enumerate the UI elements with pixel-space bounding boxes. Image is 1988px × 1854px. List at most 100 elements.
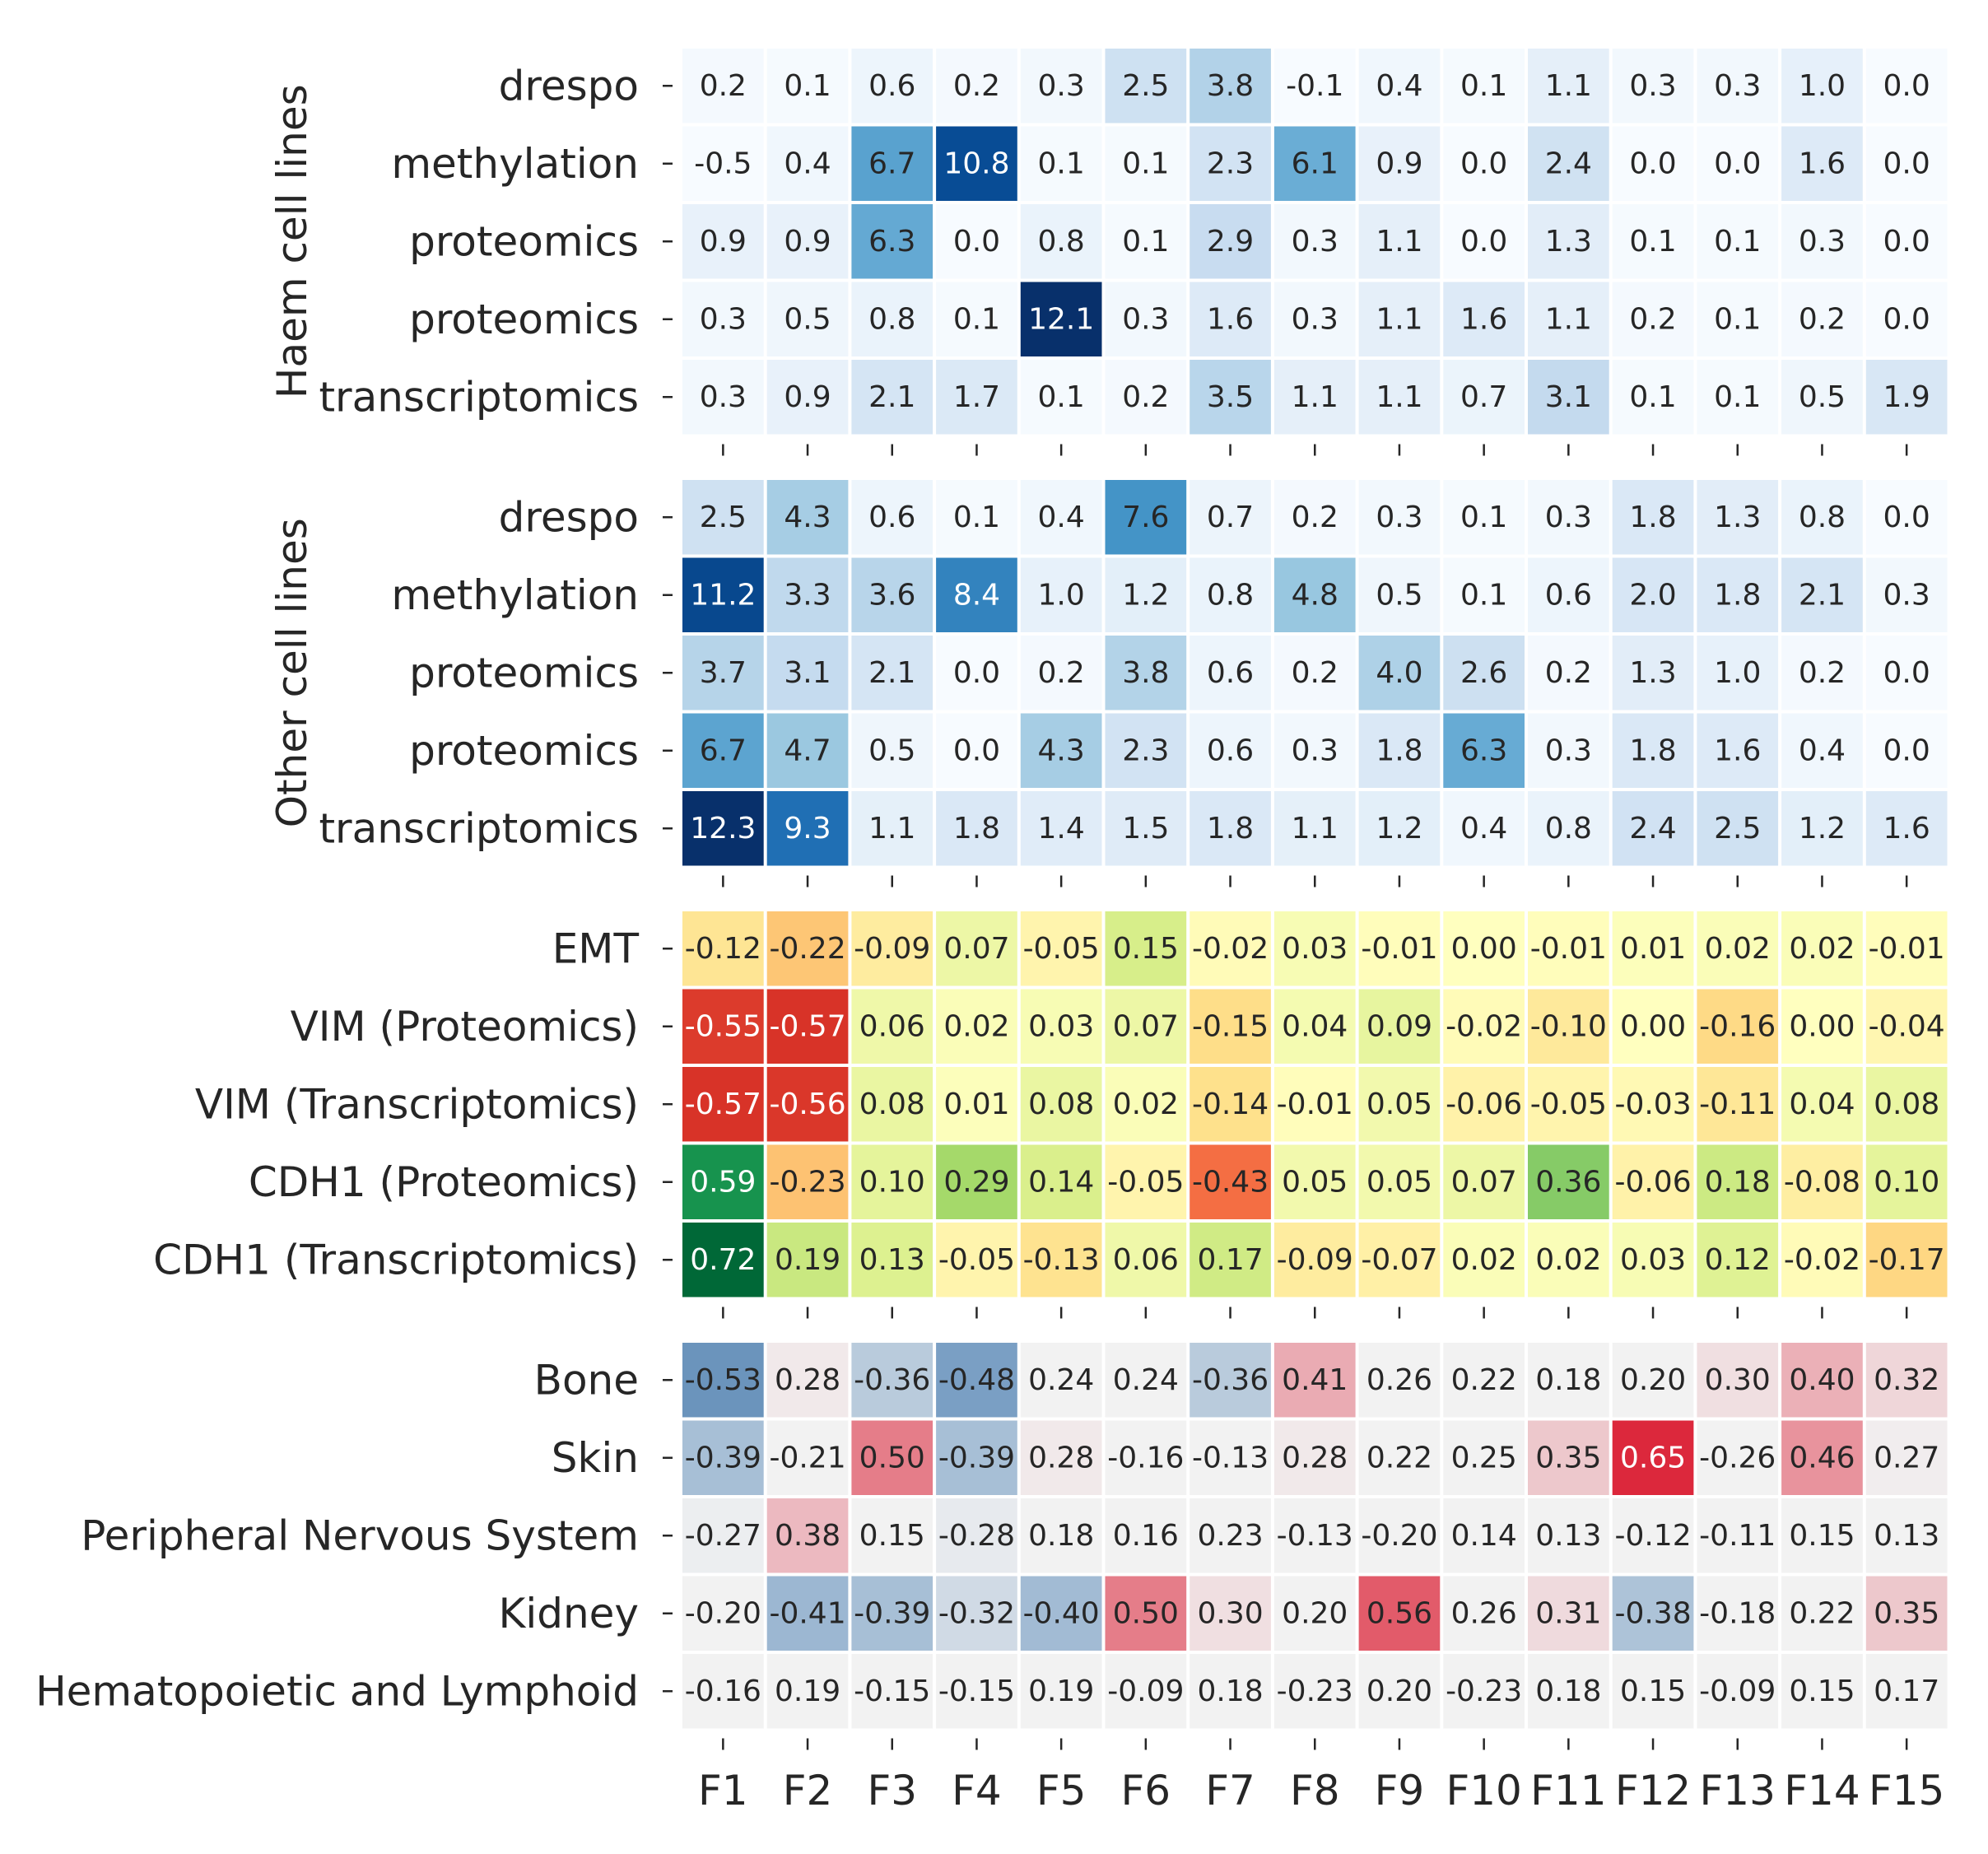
heatmap-cell [1273,360,1356,435]
cell-value: 0.13 [1874,1519,1939,1553]
heatmap-cell [1865,1420,1948,1495]
heatmap-cell [936,1420,1017,1495]
heatmap-cell [1528,1144,1609,1219]
heatmap-cell [1865,989,1948,1064]
heatmap-cell [766,360,849,435]
row-label: methylation [391,140,639,188]
cell-value: 0.6 [1545,578,1592,612]
heatmap-cell [1020,1420,1102,1495]
heatmap-cell [1697,480,1779,555]
cell-value: 0.2 [1292,501,1339,534]
row-label: CDH1 (Transcriptomics) [153,1236,639,1283]
cell-value: 0.8 [1799,501,1846,534]
column-label: F7 [1205,1767,1255,1814]
cell-value: -0.57 [769,1009,845,1043]
cell-value: 0.8 [1545,812,1592,845]
heatmap-cell [1358,480,1441,555]
heatmap-cell [766,1067,849,1142]
column-label: F1 [698,1767,748,1814]
heatmap-cell [1190,1343,1271,1418]
cell-value: 0.26 [1366,1363,1432,1397]
heatmap-cell [766,791,849,866]
heatmap-cell [1273,49,1356,123]
heatmap-cell [1528,911,1609,986]
cell-value: 0.3 [700,380,747,414]
cell-value: 0.1 [1460,69,1507,103]
heatmap-cell [1358,1067,1441,1142]
heatmap-cell [682,204,764,279]
heatmap-cell [1020,1067,1102,1142]
heatmap-cell [1697,989,1779,1064]
heatmap-cell [766,1420,849,1495]
cell-value: 0.28 [1282,1441,1348,1474]
heatmap-cell [936,1654,1017,1729]
column-label: F6 [1121,1767,1171,1814]
cell-value: 0.18 [1028,1519,1094,1553]
heatmap-cell [1697,713,1779,788]
heatmap-cell [1612,1576,1694,1651]
heatmap-cell [1528,713,1609,788]
heatmap-cell [1443,636,1525,710]
column-label: F4 [952,1767,1002,1814]
heatmap-cell [1105,1343,1187,1418]
heatmap-cell [1781,1144,1863,1219]
column-label: F8 [1290,1767,1340,1814]
heatmap-cell [1190,911,1271,986]
heatmap-cell [1358,1420,1441,1495]
cell-value: -0.43 [1192,1165,1269,1199]
cell-value: 0.5 [868,734,915,767]
heatmap-cell [1358,360,1441,435]
heatmap-cell [682,911,764,986]
heatmap-cell [1443,360,1525,435]
cell-value: 0.0 [1460,147,1507,180]
cell-value: 1.1 [1376,380,1422,414]
heatmap-cell [1190,1223,1271,1297]
cell-value: 11.2 [690,578,756,612]
cell-value: 0.15 [1789,1519,1855,1553]
heatmap-cell [1697,1420,1779,1495]
heatmap-cell [1273,791,1356,866]
heatmap-cell [1781,636,1863,710]
heatmap-cell [766,1576,849,1651]
cell-value: 0.10 [859,1165,925,1199]
heatmap-cell [766,557,849,632]
cell-value: 0.00 [1789,1009,1855,1043]
cell-value: 0.5 [1799,380,1846,414]
cell-value: 0.3 [1292,225,1339,259]
heatmap-cell [1020,636,1102,710]
column-label: F11 [1530,1767,1606,1814]
heatmap-cell [1273,989,1356,1064]
heatmap-cell [936,1067,1017,1142]
heatmap-cell [1020,989,1102,1064]
cell-value: 0.65 [1620,1441,1686,1474]
heatmap-cell [1443,1343,1525,1418]
heatmap-cell [1781,480,1863,555]
cell-value: 1.8 [1629,734,1676,767]
cell-value: 0.0 [953,656,1000,690]
heatmap-cell [1443,557,1525,632]
cell-value: 0.28 [775,1363,840,1397]
heatmap-cell [682,1223,764,1297]
cell-value: 0.07 [1451,1165,1517,1199]
cell-value: 0.02 [943,1009,1009,1043]
heatmap-cell [1358,791,1441,866]
heatmap-cell [682,126,764,201]
cell-value: 10.8 [943,147,1009,180]
heatmap-cell [1358,1576,1441,1651]
cell-value: -0.39 [938,1441,1015,1474]
cell-value: 0.08 [1028,1088,1094,1121]
cell-value: 0.0 [1883,147,1930,180]
heatmap-cell [1612,713,1694,788]
heatmap-cell [1443,1420,1525,1495]
heatmap-cell [1781,1223,1863,1297]
cell-value: 0.6 [1207,656,1254,690]
cell-value: 0.9 [700,225,747,259]
heatmap-cell [1528,1223,1609,1297]
heatmap-cell [1443,1576,1525,1651]
heatmap-cell [1190,791,1271,866]
cell-value: 2.3 [1122,734,1169,767]
cell-value: 0.03 [1028,1009,1094,1043]
cell-value: -0.26 [1699,1441,1776,1474]
heatmap-cell [682,1144,764,1219]
cell-value: 3.3 [784,578,831,612]
